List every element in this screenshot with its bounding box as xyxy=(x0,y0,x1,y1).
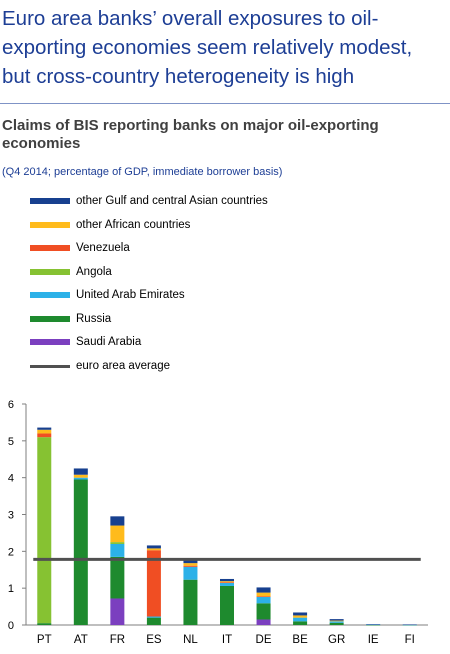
legend-label: Saudi Arabia xyxy=(76,336,142,348)
y-tick-label: 0 xyxy=(8,620,14,632)
bar-segment-russia xyxy=(146,617,161,625)
bar-segment-russia xyxy=(329,622,344,625)
bar-segment-united-arab-emirates xyxy=(256,597,271,604)
headline: Euro area banks’ overall exposures to oi… xyxy=(2,4,442,91)
headline-line: exporting economies seem relatively mode… xyxy=(2,36,413,59)
bar-segment-russia xyxy=(256,603,271,620)
y-tick-label: 5 xyxy=(8,436,14,448)
headline-line: but cross-country heterogeneity is high xyxy=(2,65,355,88)
legend-label: Venezuela xyxy=(76,242,130,254)
bar-segment-other-african-countries xyxy=(293,615,308,618)
bar-segment-united-arab-emirates xyxy=(220,583,234,586)
bar-segment-other-african-countries xyxy=(146,548,161,551)
x-tick-label: ES xyxy=(146,634,162,646)
bar-segment-other-african-countries xyxy=(220,581,234,583)
x-tick-label: PT xyxy=(37,634,52,646)
bar-segment-other-gulf-and-central-asian-countries xyxy=(329,619,344,621)
legend-label: other African countries xyxy=(76,218,191,231)
legend-swatch xyxy=(30,315,70,322)
x-tick-label: BE xyxy=(292,634,308,646)
x-tick-label: DE xyxy=(256,634,272,646)
legend-label: Angola xyxy=(76,265,112,278)
y-tick-label: 4 xyxy=(8,473,14,485)
legend-swatch xyxy=(30,292,70,298)
bar-segment-russia xyxy=(110,556,125,599)
bar-segment-saudi-arabia xyxy=(256,619,271,625)
legend-swatch xyxy=(30,339,70,345)
bar-segment-russia xyxy=(220,585,234,625)
divider xyxy=(0,103,450,104)
bar-segment-united-arab-emirates xyxy=(146,616,161,618)
y-tick-label: 2 xyxy=(8,546,14,558)
bar-segment-other-gulf-and-central-asian-countries xyxy=(37,427,52,430)
bar-segment-saudi-arabia xyxy=(110,598,125,625)
chart-subtitle: (Q4 2014; percentage of GDP, immediate b… xyxy=(2,166,283,178)
x-tick-label: AT xyxy=(74,634,88,646)
bar-segment-other-african-countries xyxy=(256,592,271,597)
bar-segment-venezuela xyxy=(146,550,161,617)
bar-segment-other-gulf-and-central-asian-countries xyxy=(293,612,308,616)
y-tick-label: 3 xyxy=(8,510,14,522)
legend-swatch xyxy=(30,364,70,368)
bar-segment-other-african-countries xyxy=(37,429,52,434)
legend-label: other Gulf and central Asian countries xyxy=(76,195,268,207)
bar-segment-angola xyxy=(37,437,52,624)
bar-segment-other-gulf-and-central-asian-countries xyxy=(402,624,417,626)
bar-segment-russia xyxy=(37,623,52,625)
bar-segment-other-gulf-and-central-asian-countries xyxy=(73,468,88,475)
bar-segment-other-african-countries xyxy=(110,525,125,543)
legend-swatch xyxy=(30,245,70,251)
bar-segment-venezuela xyxy=(220,582,234,584)
x-tick-label: IE xyxy=(368,634,379,646)
bar-segment-other-gulf-and-central-asian-countries xyxy=(146,545,161,549)
legend-swatch xyxy=(30,221,70,228)
x-tick-label: GR xyxy=(328,634,345,646)
bar-segment-venezuela xyxy=(37,433,52,438)
bar-segment-other-african-countries xyxy=(73,474,88,478)
bar-segment-united-arab-emirates xyxy=(110,543,125,557)
bar-segment-united-arab-emirates xyxy=(73,477,88,480)
headline-line: Euro area banks’ overall exposures to oi… xyxy=(2,7,379,30)
bar-segment-other-gulf-and-central-asian-countries xyxy=(220,578,234,582)
legend-swatch xyxy=(30,268,70,275)
legend-label: United Arab Emirates xyxy=(76,289,185,301)
x-tick-label: NL xyxy=(183,634,198,646)
bar-segment-other-gulf-and-central-asian-countries xyxy=(256,587,271,593)
chart-title: Claims of BIS reporting banks on major o… xyxy=(2,117,379,152)
bar-segment-venezuela xyxy=(256,596,271,598)
x-tick-label: FI xyxy=(405,634,415,646)
legend-swatch xyxy=(30,198,70,204)
bar-segment-angola xyxy=(110,542,125,544)
x-tick-label: FR xyxy=(110,634,125,646)
bar-segment-other-gulf-and-central-asian-countries xyxy=(183,560,198,564)
legend-label: Russia xyxy=(76,312,112,325)
bar-segment-russia xyxy=(73,479,88,625)
bar-segment-other-african-countries xyxy=(329,620,344,622)
bar-segment-other-gulf-and-central-asian-countries xyxy=(366,624,381,625)
y-tick-label: 1 xyxy=(8,583,14,595)
bar-segment-venezuela xyxy=(183,565,198,567)
bar-segment-united-arab-emirates xyxy=(293,617,308,622)
bar-segment-other-gulf-and-central-asian-countries xyxy=(110,516,125,526)
bar-segment-united-arab-emirates xyxy=(329,621,344,623)
bar-segment-other-african-countries xyxy=(183,563,198,566)
bar-chart: 0 1 2 3 4 5 6 PT AT FR ES NL IT DE BE GR IE FI xyxy=(8,399,428,646)
y-tick-label: 6 xyxy=(8,399,14,411)
bar-segment-russia xyxy=(293,621,308,625)
bar-segment-russia xyxy=(366,624,381,626)
x-tick-label: IT xyxy=(222,634,232,646)
bar-segment-united-arab-emirates xyxy=(183,566,198,580)
legend-label: euro area average xyxy=(76,359,170,372)
bar-segment-russia xyxy=(183,579,198,625)
